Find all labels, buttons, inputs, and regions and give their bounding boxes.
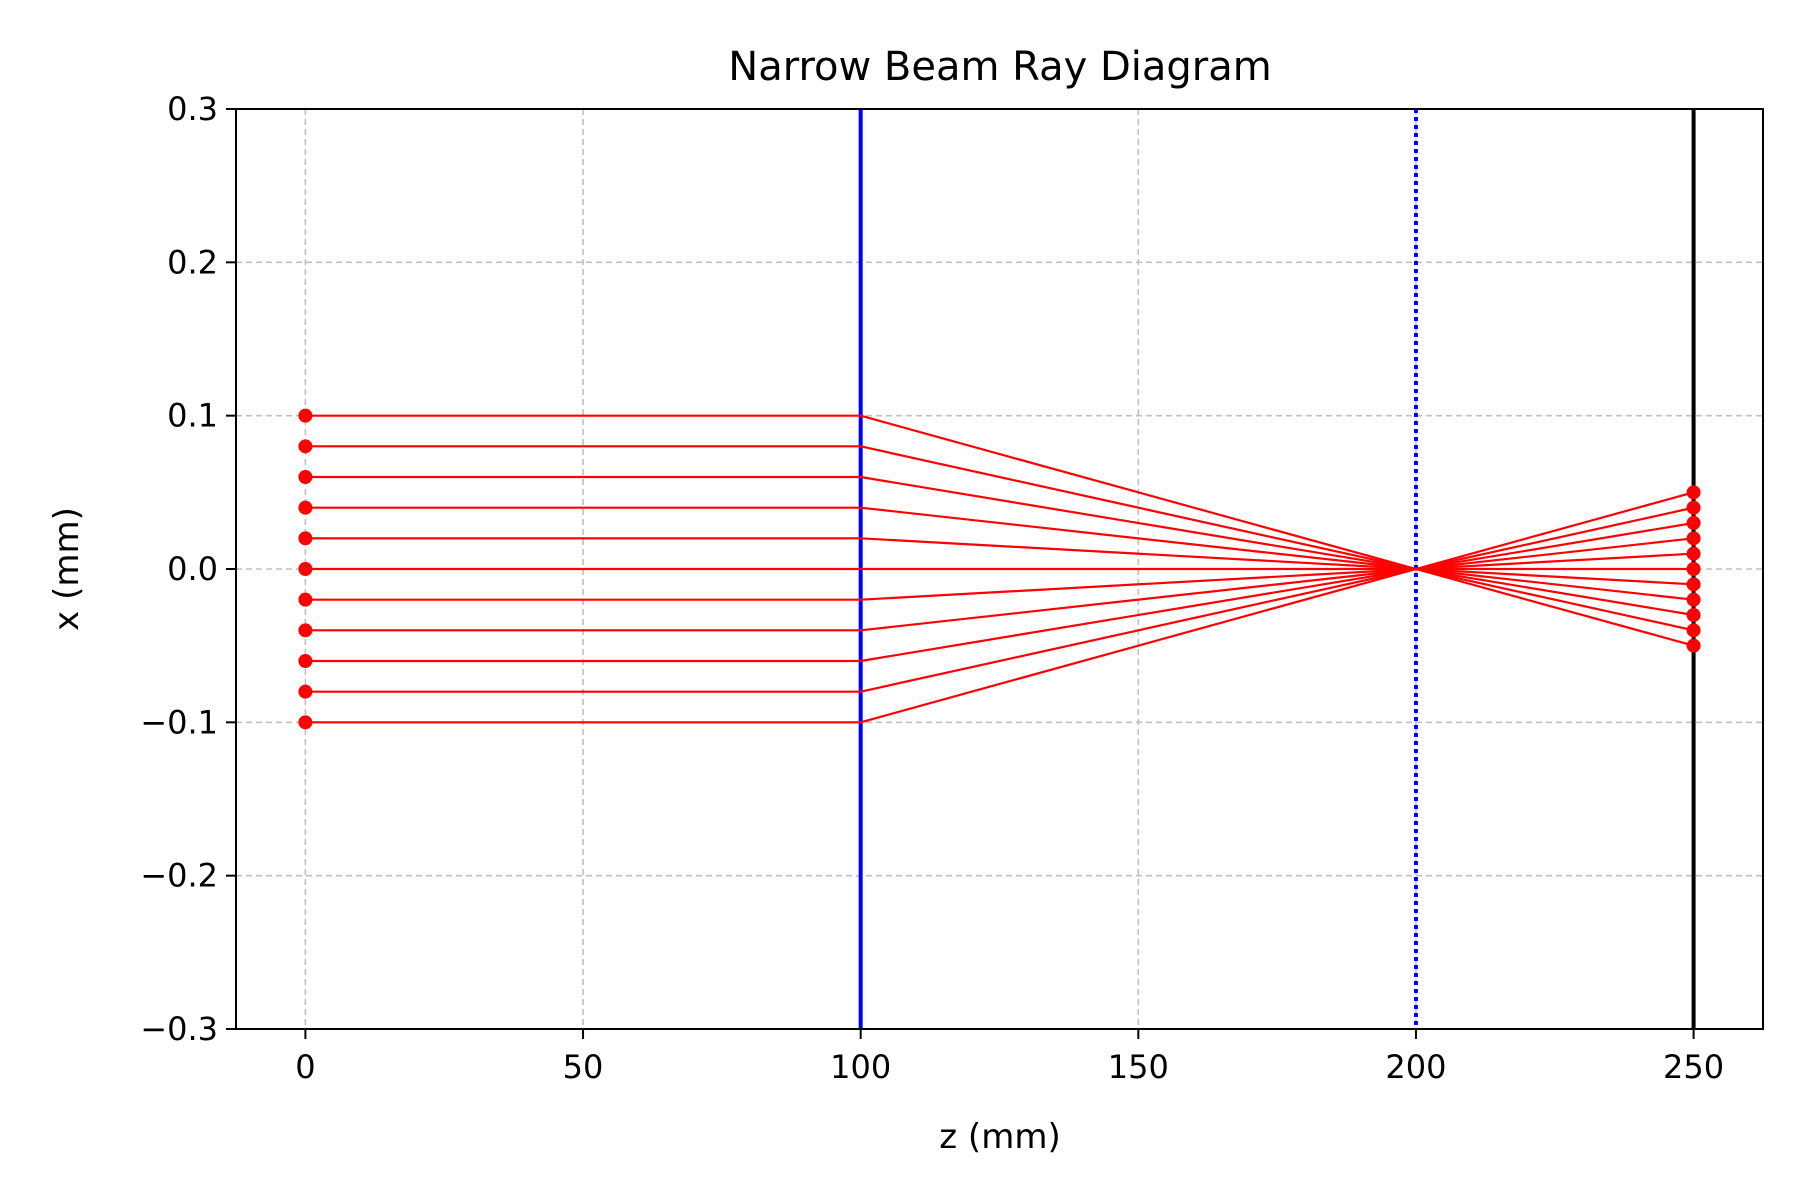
x-tick-label-3: 150 [1108,1048,1169,1086]
x-tick-label-0: 0 [295,1048,315,1086]
ray-start-point-3 [298,500,313,515]
y-tick-label-6: 0.3 [167,90,218,128]
ray-start-point-10 [298,715,313,730]
chart-title: Narrow Beam Ray Diagram [728,44,1271,90]
ray-start-point-5 [298,562,313,576]
y-tick-label-0: −0.3 [140,1010,218,1048]
x-tick-label-2: 100 [830,1048,891,1086]
ray-start-point-4 [298,531,313,546]
x-axis-title: z (mm) [939,1117,1060,1157]
x-tick-label-4: 200 [1385,1048,1446,1086]
ray-start-point-7 [298,623,313,638]
y-tick-label-4: 0.1 [167,397,218,435]
ray-end-point-8 [1686,516,1701,530]
x-tick-label-1: 50 [563,1048,604,1086]
ray-end-point-2 [1686,608,1701,622]
x-tick-label-5: 250 [1663,1048,1724,1086]
y-tick-label-3: 0.0 [167,550,218,588]
ticks-layer: 0 50 100 150 200 250 −0.3 −0.2 −0.1 0.0 0.1 0.2 0.3 [140,90,1724,1086]
ray-end-point-10 [1686,485,1701,500]
ray-start-point-2 [298,470,313,484]
ray-end-point-7 [1686,531,1701,546]
y-tick-label-1: −0.2 [140,857,218,895]
y-tick-label-2: −0.1 [140,703,218,741]
ray-end-point-3 [1686,592,1701,607]
ray-start-point-0 [298,408,313,423]
ray-start-point-6 [298,592,313,607]
ray-start-point-8 [298,654,313,668]
ray-end-point-0 [1686,638,1701,653]
ray-start-point-1 [298,439,313,454]
y-tick-label-5: 0.2 [167,243,218,281]
rays-layer [305,414,1694,724]
ray-line-10 [305,491,1694,724]
ray-end-point-6 [1686,546,1701,561]
ray-end-point-1 [1686,623,1701,638]
ray-end-point-5 [1686,562,1701,576]
ray-start-point-9 [298,684,313,699]
ray-markers-layer [298,408,1701,730]
ray-end-point-4 [1686,577,1701,592]
ray-end-point-9 [1686,500,1701,515]
y-axis-title: x (mm) [47,507,87,631]
